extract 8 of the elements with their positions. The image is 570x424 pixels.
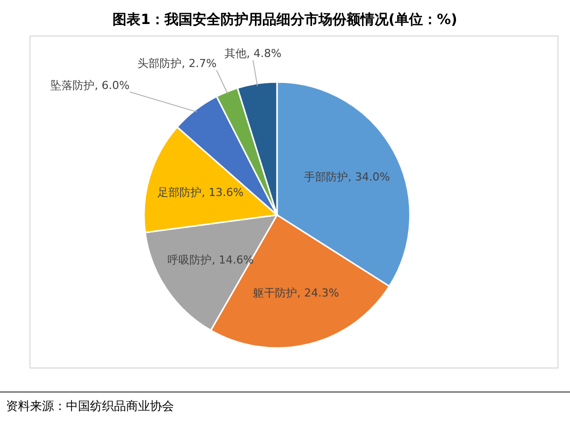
text: 资料来源：中国纺织品商业协会 <box>6 399 174 413</box>
slice-label: 坠落防护, 6.0% <box>50 78 130 92</box>
slice-label: 其他, 4.8% <box>224 47 282 60</box>
slice-label: 足部防护, 13.6% <box>158 186 244 199</box>
chart-title: 图表1：我国安全防护用品细分市场份额情况(单位：%) <box>112 11 458 28</box>
slice-label: 头部防护, 2.7% <box>138 57 217 70</box>
slice-label: 躯干防护, 24.3% <box>253 286 340 300</box>
slice-label: 手部防护, 34.0% <box>304 170 390 184</box>
